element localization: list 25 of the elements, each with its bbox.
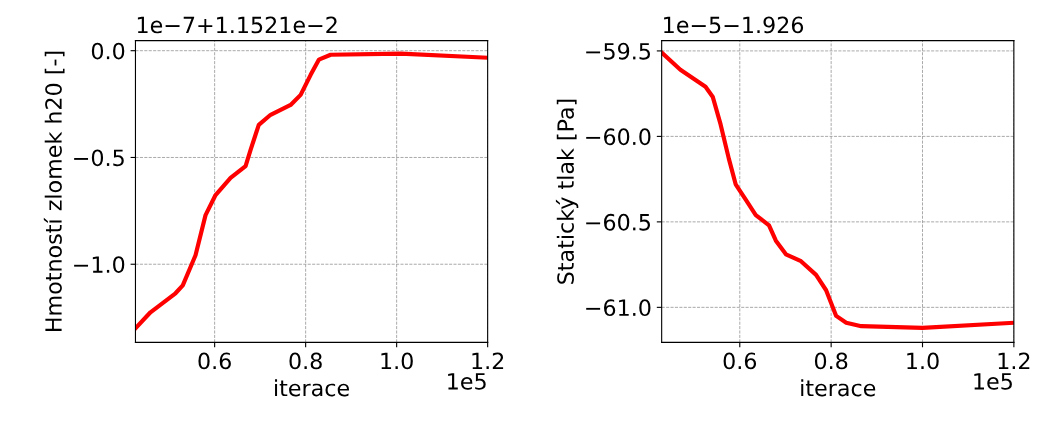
x-tick-label: 1.2 [998, 352, 1030, 370]
x-tick-label: 1.2 [472, 352, 504, 370]
x-tick-label: 0.8 [814, 352, 848, 370]
line-series [661, 50, 1014, 330]
y-axis-title: Hmotností zlomek h20 [-] [43, 51, 65, 332]
x-axis-title: iterace [801, 379, 876, 397]
y-tick-label: −1.0 [74, 256, 125, 273]
x-axis-title: iterace [275, 379, 349, 397]
y-tick-label: 0.0 [91, 42, 125, 60]
y-tick-label: −61.0 [586, 299, 651, 317]
text: 1e−7+1.1521e−2 [137, 16, 337, 34]
x-tick-label: 1.0 [381, 352, 413, 370]
y-axis-title: Statický tlak [Pa] [555, 99, 579, 284]
y-tick-label: −60.5 [586, 213, 651, 231]
x-tick-label: 0.8 [289, 352, 322, 370]
x-tick-label: 1.0 [907, 352, 939, 370]
y-tick-label: −59.5 [586, 42, 651, 60]
x-tick-label: 0.6 [723, 352, 757, 370]
y-tick-label: −0.5 [74, 149, 124, 167]
text: 1e−5−1.926 [664, 16, 804, 34]
text: 1e5 [974, 373, 1012, 390]
x-tick-label: 0.6 [198, 352, 231, 370]
y-tick-label: −60.0 [586, 128, 651, 146]
text: 1e5 [448, 373, 486, 390]
line-series [135, 51, 488, 331]
